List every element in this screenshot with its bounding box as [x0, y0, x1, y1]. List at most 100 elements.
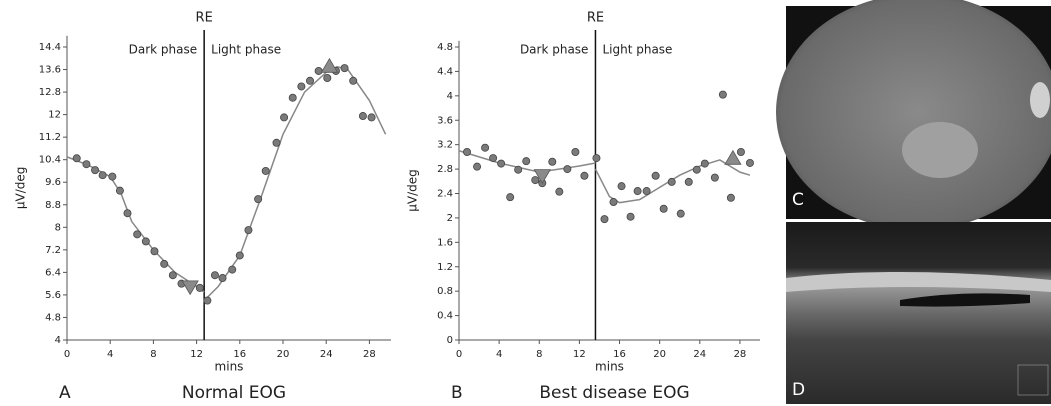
x-tick-label: 4: [107, 349, 113, 360]
x-tick-label: 0: [64, 349, 70, 360]
inset-box: [1017, 364, 1049, 396]
y-tick-label: 12.8: [39, 87, 61, 98]
y-tick-label: 8: [55, 222, 61, 233]
data-point: [150, 247, 159, 256]
phase-marker: [181, 280, 199, 296]
panel-label: A: [59, 383, 71, 403]
data-point: [367, 113, 376, 122]
data-point: [108, 172, 117, 181]
annotation: Light phase: [211, 43, 281, 57]
oct-image: [786, 222, 1051, 404]
x-tick-label: 24: [693, 349, 706, 360]
y-tick-label: 0: [447, 335, 453, 346]
data-point: [692, 165, 701, 174]
x-tick-label: 4: [496, 349, 502, 360]
lesion: [902, 122, 978, 178]
data-point: [718, 90, 727, 99]
x-tick-label: 16: [613, 349, 626, 360]
ref-label: RE: [587, 11, 604, 26]
annotation: Dark phase: [520, 43, 589, 57]
data-point: [168, 271, 177, 280]
data-point: [340, 64, 349, 73]
panel-label: C: [792, 190, 804, 210]
y-tick-label: 2: [447, 213, 453, 224]
x-tick-label: 8: [536, 349, 542, 360]
data-point: [160, 259, 169, 268]
y-tick-label: 4.8: [45, 312, 61, 323]
y-tick-label: 1.6: [437, 237, 453, 248]
y-tick-label: 12: [48, 110, 61, 121]
data-point: [481, 143, 490, 152]
data-point: [358, 112, 367, 121]
data-point: [548, 157, 557, 166]
data-point: [563, 165, 572, 174]
x-tick-label: 20: [277, 349, 290, 360]
data-point: [272, 138, 281, 147]
data-point: [195, 283, 204, 292]
data-point: [98, 171, 107, 180]
data-point: [349, 76, 358, 85]
fundus-disc: [776, 0, 1051, 230]
y-tick-label: 4.4: [437, 66, 453, 77]
data-point: [651, 171, 660, 180]
data-point: [288, 93, 297, 102]
y-tick-label: 14.4: [39, 42, 61, 53]
data-point: [633, 187, 642, 196]
fit-line: [66, 65, 387, 302]
data-point: [710, 173, 719, 182]
data-point: [133, 230, 142, 239]
x-tick-label: 20: [653, 349, 666, 360]
x-axis-label: mins: [595, 360, 624, 374]
x-tick-label: 28: [363, 349, 376, 360]
retina-layer: [786, 271, 1051, 292]
x-tick-label: 12: [573, 349, 586, 360]
optic-disc: [1030, 82, 1050, 118]
data-point: [244, 226, 253, 235]
data-point: [254, 195, 263, 204]
y-axis-label: μV/deg: [14, 167, 28, 210]
x-tick-label: 16: [233, 349, 246, 360]
data-point: [235, 251, 244, 260]
y-tick-label: 9.6: [45, 177, 61, 188]
data-point: [726, 193, 735, 202]
y-tick-label: 6.4: [45, 267, 61, 278]
phase-marker: [724, 149, 742, 165]
annotation: Dark phase: [129, 43, 198, 57]
data-point: [659, 204, 668, 213]
fit-line: [458, 150, 751, 204]
y-tick-label: 3.6: [437, 115, 453, 126]
y-tick-label: 1.2: [437, 262, 453, 273]
data-point: [141, 237, 150, 246]
x-axis-label: mins: [215, 360, 244, 374]
phase-marker: [533, 169, 551, 184]
data-point: [506, 193, 515, 202]
x-tick-label: 0: [456, 349, 462, 360]
data-point: [700, 159, 709, 168]
data-point: [280, 113, 289, 122]
data-point: [218, 274, 227, 283]
data-point: [123, 209, 132, 218]
panel-label: D: [792, 380, 805, 400]
y-tick-label: 4: [447, 91, 453, 102]
data-point: [115, 186, 124, 195]
data-point: [522, 157, 531, 166]
y-tick-label: 2.8: [437, 164, 453, 175]
y-axis-label: μV/deg: [406, 169, 420, 212]
data-point: [684, 177, 693, 186]
data-point: [571, 147, 580, 156]
y-tick-label: 5.6: [45, 290, 61, 301]
data-point: [609, 198, 618, 207]
data-point: [228, 265, 237, 274]
y-tick-label: 7.2: [45, 245, 61, 256]
data-point: [555, 187, 564, 196]
data-point: [210, 271, 219, 280]
data-point: [497, 159, 506, 168]
data-point: [297, 82, 306, 91]
data-point: [91, 166, 100, 175]
y-tick-label: 13.6: [39, 65, 61, 76]
phase-marker: [320, 57, 339, 73]
data-point: [305, 76, 314, 85]
data-point: [489, 154, 498, 163]
y-tick-label: 3.2: [437, 140, 453, 151]
